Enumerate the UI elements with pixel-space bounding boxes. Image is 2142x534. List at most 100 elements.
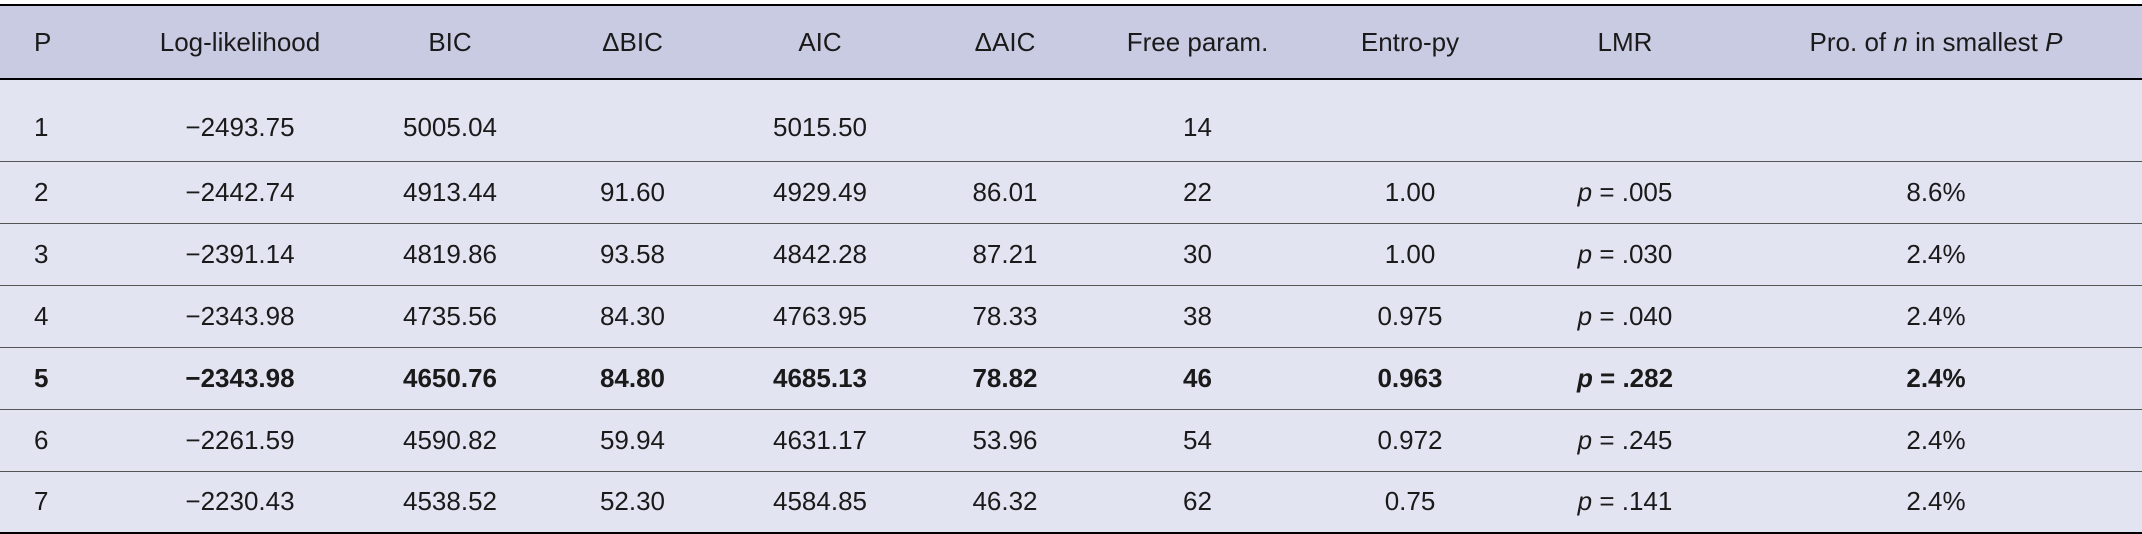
lmr-value: = .282 (1592, 362, 1674, 393)
table-row: 5 −2343.98 4650.76 84.80 4685.13 78.82 46 0.963… (0, 347, 2142, 410)
lmr-p-symbol: p (1577, 176, 1593, 207)
cell-delta-bic: 91.60 (540, 161, 725, 224)
cell-lmr (1520, 79, 1730, 162)
cell-entropy: 0.75 (1300, 471, 1520, 534)
cell-delta-bic: 84.80 (540, 347, 725, 410)
cell-bic: 4735.56 (360, 285, 540, 348)
cell-aic: 5015.50 (725, 79, 915, 162)
header-aic: AIC (725, 4, 915, 80)
lmr-value: = .141 (1592, 486, 1673, 517)
lmr-p-symbol: p (1577, 238, 1593, 269)
header-proportion-p: P (2045, 26, 2063, 57)
cell-delta-bic: 84.30 (540, 285, 725, 348)
cell-free-param: 62 (1095, 471, 1300, 534)
header-proportion: Pro. of n in smallest P (1730, 4, 2142, 80)
cell-proportion (1730, 79, 2142, 162)
model-fit-table: P Log-likelihood BIC ΔBIC AIC ΔAIC Free … (0, 4, 2142, 534)
cell-bic: 4538.52 (360, 471, 540, 534)
lmr-value: = .005 (1592, 176, 1673, 207)
cell-proportion: 2.4% (1730, 347, 2142, 410)
cell-entropy: 1.00 (1300, 223, 1520, 286)
cell-log-likelihood: −2230.43 (120, 471, 360, 534)
cell-lmr: p = .040 (1520, 285, 1730, 348)
header-proportion-n: n (1893, 26, 1908, 57)
cell-free-param: 46 (1095, 347, 1300, 410)
cell-proportion: 2.4% (1730, 471, 2142, 534)
cell-entropy (1300, 79, 1520, 162)
cell-delta-bic: 59.94 (540, 409, 725, 472)
cell-free-param: 54 (1095, 409, 1300, 472)
cell-delta-aic: 78.33 (915, 285, 1095, 348)
cell-log-likelihood: −2493.75 (120, 79, 360, 162)
header-proportion-part2: in smallest (1907, 26, 2046, 57)
cell-bic: 4819.86 (360, 223, 540, 286)
cell-lmr: p = .282 (1520, 347, 1730, 410)
table-row: 7 −2230.43 4538.52 52.30 4584.85 46.32 62 0.75 p… (0, 471, 2142, 534)
cell-entropy: 0.975 (1300, 285, 1520, 348)
cell-aic: 4631.17 (725, 409, 915, 472)
cell-entropy: 0.972 (1300, 409, 1520, 472)
cell-lmr: p = .141 (1520, 471, 1730, 534)
cell-log-likelihood: −2442.74 (120, 161, 360, 224)
header-p: P (0, 4, 120, 80)
cell-log-likelihood: −2343.98 (120, 347, 360, 410)
cell-delta-aic: 78.82 (915, 347, 1095, 410)
cell-aic: 4763.95 (725, 285, 915, 348)
cell-delta-aic (915, 79, 1095, 162)
table-row: 1 −2493.75 5005.04 5015.50 14 (0, 79, 2142, 162)
cell-p: 1 (0, 79, 120, 162)
header-delta-bic: ΔBIC (540, 4, 725, 80)
cell-bic: 4650.76 (360, 347, 540, 410)
cell-free-param: 22 (1095, 161, 1300, 224)
cell-delta-bic: 93.58 (540, 223, 725, 286)
cell-delta-aic: 46.32 (915, 471, 1095, 534)
cell-free-param: 38 (1095, 285, 1300, 348)
header-log-likelihood: Log-likelihood (120, 4, 360, 80)
header-entropy: Entro-py (1300, 4, 1520, 80)
table-row: 2 −2442.74 4913.44 91.60 4929.49 86.01 22 1.00 p… (0, 161, 2142, 224)
cell-delta-aic: 53.96 (915, 409, 1095, 472)
cell-delta-bic (540, 79, 725, 162)
cell-free-param: 14 (1095, 79, 1300, 162)
cell-bic: 4913.44 (360, 161, 540, 224)
cell-lmr: p = .030 (1520, 223, 1730, 286)
cell-p: 3 (0, 223, 120, 286)
header-lmr: LMR (1520, 4, 1730, 80)
cell-delta-aic: 87.21 (915, 223, 1095, 286)
header-bic: BIC (360, 4, 540, 80)
lmr-p-symbol: p (1577, 424, 1593, 455)
cell-aic: 4584.85 (725, 471, 915, 534)
lmr-p-symbol: p (1577, 486, 1593, 517)
cell-lmr: p = .005 (1520, 161, 1730, 224)
header-free-param: Free param. (1095, 4, 1300, 80)
cell-p: 5 (0, 347, 120, 410)
cell-aic: 4929.49 (725, 161, 915, 224)
header-delta-aic: ΔAIC (915, 4, 1095, 80)
cell-aic: 4685.13 (725, 347, 915, 410)
cell-proportion: 2.4% (1730, 409, 2142, 472)
cell-proportion: 2.4% (1730, 223, 2142, 286)
cell-p: 4 (0, 285, 120, 348)
cell-log-likelihood: −2261.59 (120, 409, 360, 472)
cell-proportion: 2.4% (1730, 285, 2142, 348)
cell-delta-bic: 52.30 (540, 471, 725, 534)
lmr-p-symbol: p (1576, 362, 1593, 393)
cell-entropy: 1.00 (1300, 161, 1520, 224)
cell-lmr: p = .245 (1520, 409, 1730, 472)
header-proportion-part1: Pro. of (1809, 26, 1894, 57)
cell-free-param: 30 (1095, 223, 1300, 286)
cell-bic: 5005.04 (360, 79, 540, 162)
cell-log-likelihood: −2343.98 (120, 285, 360, 348)
cell-p: 2 (0, 161, 120, 224)
table-row: 6 −2261.59 4590.82 59.94 4631.17 53.96 54 0.972… (0, 409, 2142, 472)
header-row: P Log-likelihood BIC ΔBIC AIC ΔAIC Free … (0, 4, 2142, 80)
table-row: 3 −2391.14 4819.86 93.58 4842.28 87.21 30 1.00 p… (0, 223, 2142, 286)
cell-delta-aic: 86.01 (915, 161, 1095, 224)
cell-aic: 4842.28 (725, 223, 915, 286)
lmr-p-symbol: p (1577, 300, 1593, 331)
cell-p: 6 (0, 409, 120, 472)
table-row: 4 −2343.98 4735.56 84.30 4763.95 78.33 38 0.975… (0, 285, 2142, 348)
cell-log-likelihood: −2391.14 (120, 223, 360, 286)
cell-bic: 4590.82 (360, 409, 540, 472)
lmr-value: = .040 (1592, 300, 1673, 331)
